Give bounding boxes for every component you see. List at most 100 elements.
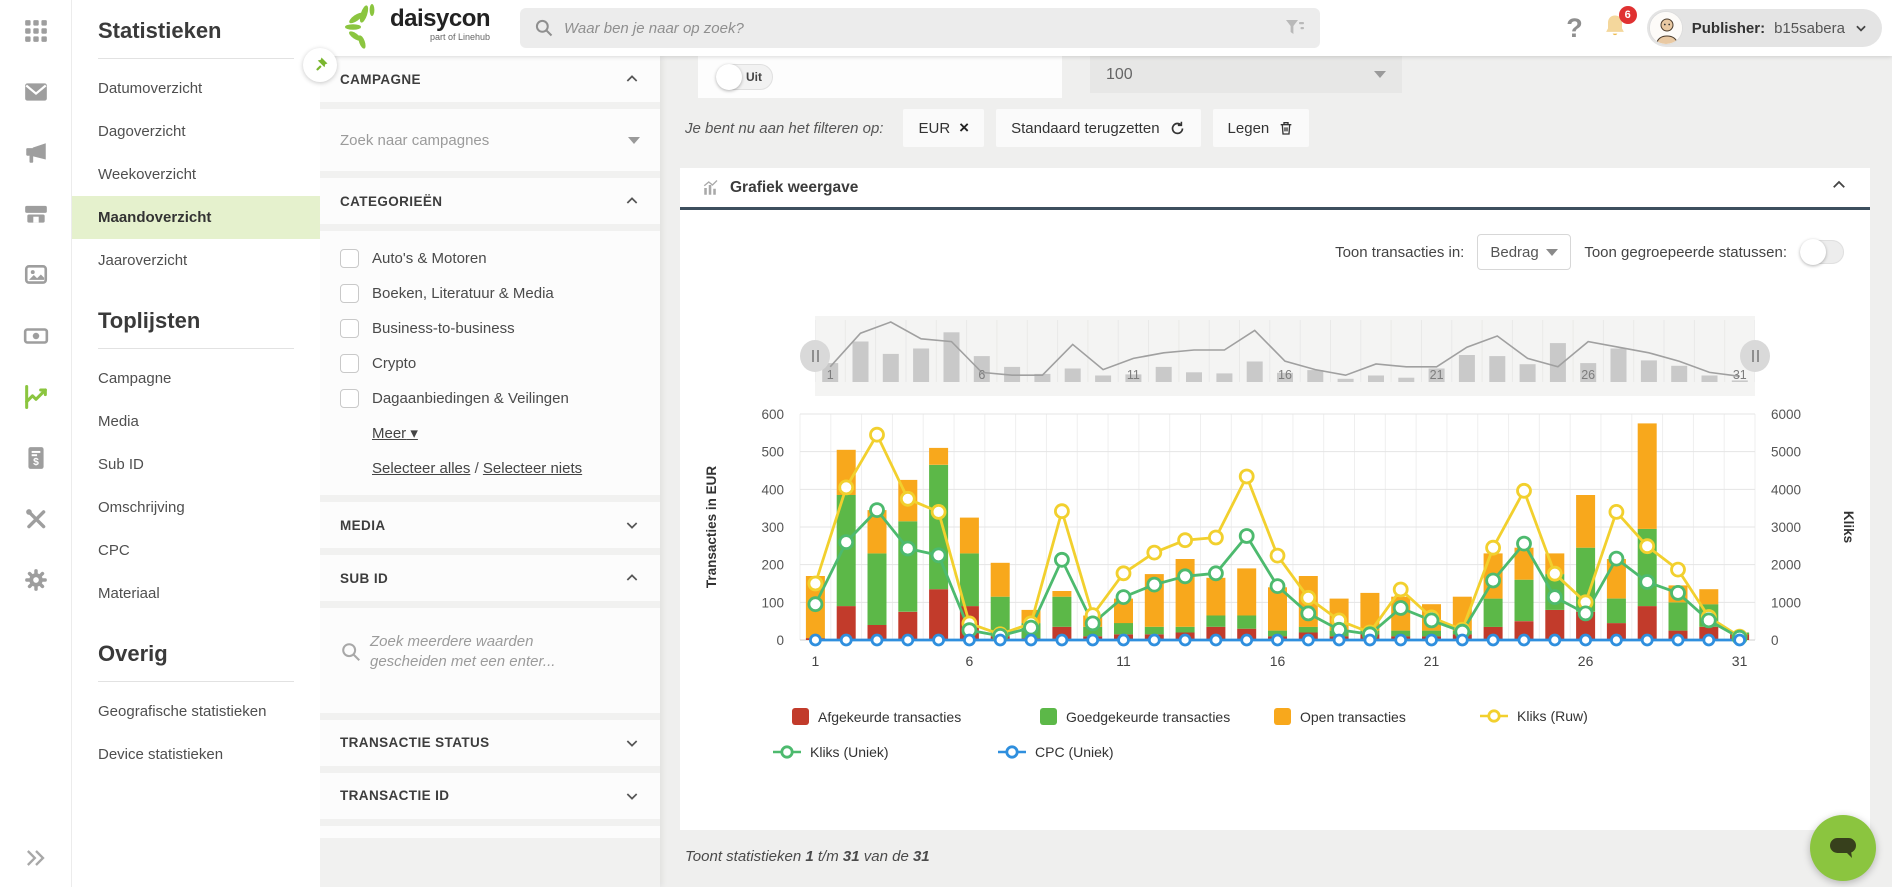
remove-filter-icon[interactable]: × xyxy=(959,118,970,137)
sidebar-item-device-statistieken[interactable]: Device statistieken xyxy=(98,746,224,763)
mail-icon[interactable] xyxy=(21,77,51,107)
storefront-icon[interactable] xyxy=(21,199,51,229)
sidebar-item-materiaal[interactable]: Materiaal xyxy=(98,585,160,602)
help-icon[interactable]: ? xyxy=(1566,12,1583,43)
category-checkbox-row[interactable]: Business-to-business xyxy=(340,311,640,346)
category-checkbox-row[interactable]: Dagaanbiedingen & Veilingen xyxy=(340,381,640,416)
sidebar-item-dagoverzicht[interactable]: Dagoverzicht xyxy=(98,123,186,140)
filter-section-subid[interactable]: SUB ID xyxy=(320,555,660,601)
category-checkbox-row[interactable]: Auto's & Motoren xyxy=(340,241,640,276)
legend-afgekeurde[interactable]: Afgekeurde transacties xyxy=(792,708,961,725)
filter-section-media[interactable]: MEDIA xyxy=(320,502,660,548)
reset-icon xyxy=(1171,121,1183,134)
chart-card-header[interactable]: Grafiek weergave xyxy=(680,168,1870,210)
pin-panel-button[interactable] xyxy=(303,48,337,82)
filter-chip-eur[interactable]: EUR × xyxy=(903,109,985,147)
subid-search-input[interactable]: Zoek meerdere waarden gescheiden met een… xyxy=(340,632,640,673)
megaphone-icon[interactable] xyxy=(21,138,51,168)
separator: / xyxy=(474,460,479,477)
category-checkbox-row[interactable]: Boeken, Literatuur & Media xyxy=(340,276,640,311)
sidebar-item-maandoverzicht[interactable]: Maandoverzicht xyxy=(72,196,320,239)
category-checkbox-row[interactable]: Crypto xyxy=(340,346,640,381)
page-size-value: 100 xyxy=(1106,65,1133,83)
clear-filters-button[interactable]: Legen xyxy=(1212,109,1310,147)
chat-support-button[interactable] xyxy=(1810,815,1876,881)
sidebar-item-omschrijving[interactable]: Omschrijving xyxy=(98,499,185,516)
sidebar-item-weekoverzicht[interactable]: Weekoverzicht xyxy=(98,166,197,183)
invoices-icon[interactable]: $ xyxy=(21,443,51,473)
legend-swatch xyxy=(1040,708,1057,725)
sidebar-item-media[interactable]: Media xyxy=(98,413,139,430)
filter-section-transactie-status[interactable]: TRANSACTIE STATUS xyxy=(320,720,660,766)
legend-kliks-ruw[interactable]: Kliks (Ruw) xyxy=(1480,708,1588,724)
checkbox[interactable] xyxy=(340,354,359,373)
svg-text:1000: 1000 xyxy=(1771,595,1801,610)
checkbox[interactable] xyxy=(340,249,359,268)
settings-gear-icon[interactable] xyxy=(21,565,51,595)
chevron-down-icon xyxy=(1856,25,1866,32)
filter-section-categorieen[interactable]: CATEGORIEËN xyxy=(320,178,660,224)
publisher-menu[interactable]: Publisher: b15sabera xyxy=(1646,9,1882,47)
grouped-statuses-label: Toon gegroepeerde statussen: xyxy=(1584,243,1787,261)
clear-label: Legen xyxy=(1227,119,1270,137)
stats-range-footer: Toont statistieken 1 t/m 31 van de 31 xyxy=(685,848,930,865)
sidebar-item-campagne[interactable]: Campagne xyxy=(98,370,172,387)
divider xyxy=(98,348,294,349)
page-size-select[interactable]: 100 xyxy=(1090,56,1402,93)
global-search-input[interactable]: Waar ben je naar op zoek? xyxy=(520,8,1320,48)
brand-name: daisycon xyxy=(390,5,491,32)
collapse-card-icon[interactable] xyxy=(1830,176,1848,199)
sidebar-item-jaaroverzicht[interactable]: Jaaroverzicht xyxy=(98,252,188,269)
grouped-statuses-toggle[interactable] xyxy=(1800,239,1844,265)
select-all-link[interactable]: Selecteer alles xyxy=(372,460,471,477)
navigator-right-handle[interactable] xyxy=(1740,340,1770,372)
legend-swatch xyxy=(792,708,809,725)
filter-section-title: TRANSACTIE ID xyxy=(340,788,450,803)
legend-kliks-uniek[interactable]: Kliks (Uniek) xyxy=(773,744,889,760)
legend-open[interactable]: Open transacties xyxy=(1274,708,1406,725)
tools-icon[interactable] xyxy=(21,504,51,534)
expand-rail-icon[interactable] xyxy=(21,843,51,873)
filter-section-transactie-id[interactable]: TRANSACTIE ID xyxy=(320,773,660,819)
meer-link[interactable]: Meer ▾ xyxy=(372,425,418,442)
svg-text:600: 600 xyxy=(761,407,784,422)
campagne-search-select[interactable]: Zoek naar campagnes xyxy=(320,109,660,171)
svg-text:Kliks: Kliks xyxy=(1841,511,1856,543)
filter-section-title: SUB ID xyxy=(340,570,389,586)
icon-rail: $ xyxy=(0,0,72,887)
uit-toggle[interactable]: Uit xyxy=(716,64,773,90)
checkbox[interactable] xyxy=(340,284,359,303)
payments-icon[interactable] xyxy=(21,321,51,351)
svg-text:31: 31 xyxy=(1732,653,1748,669)
sidebar-item-cpc[interactable]: CPC xyxy=(98,542,130,559)
show-transactions-select[interactable]: Bedrag xyxy=(1477,234,1572,270)
checkbox[interactable] xyxy=(340,389,359,408)
media-image-icon[interactable] xyxy=(21,260,51,290)
navigator-left-handle[interactable] xyxy=(800,340,830,372)
legend-label: CPC (Uniek) xyxy=(1035,744,1114,760)
sidebar-item-subid[interactable]: Sub ID xyxy=(98,456,144,473)
apps-grid-icon[interactable] xyxy=(21,16,51,46)
chevron-down-icon xyxy=(1546,248,1559,256)
filter-funnel-icon[interactable] xyxy=(1282,16,1306,40)
main-chart-area[interactable]: 0 0 100 1000 200 2000 300 3000 400 4000 500 5000 600… xyxy=(680,400,1870,706)
sidebar-item-datumoverzicht[interactable]: Datumoverzicht xyxy=(98,80,203,97)
svg-text:5000: 5000 xyxy=(1771,445,1801,460)
chart-navigator[interactable]: 1 6 11 16 21 26 31 xyxy=(800,316,1770,396)
checkbox[interactable] xyxy=(340,319,359,338)
statistics-icon[interactable] xyxy=(21,382,51,412)
sidebar-item-geografische-statistieken[interactable]: Geografische statistieken xyxy=(98,703,267,720)
reset-default-button[interactable]: Standaard terugzetten xyxy=(996,109,1201,147)
subid-search-placeholder: Zoek meerdere waarden gescheiden met een… xyxy=(370,633,556,671)
filter-section-campagne[interactable]: CAMPAGNE xyxy=(320,56,660,102)
reset-label: Standaard terugzetten xyxy=(1011,119,1160,137)
daisycon-logo[interactable]: daisycon part of Linehub xyxy=(342,4,491,52)
filter-panel: CAMPAGNE Zoek naar campagnes CATEGORIEËN… xyxy=(320,56,660,887)
category-label: Dagaanbiedingen & Veilingen xyxy=(372,390,569,407)
legend-cpc-uniek[interactable]: CPC (Uniek) xyxy=(998,744,1114,760)
legend-goedgekeurde[interactable]: Goedgekeurde transacties xyxy=(1040,708,1230,725)
svg-text:0: 0 xyxy=(776,633,784,648)
pushpin-icon xyxy=(316,57,328,71)
select-none-link[interactable]: Selecteer niets xyxy=(482,460,583,477)
notifications-bell-icon[interactable]: 6 xyxy=(1601,5,1637,45)
